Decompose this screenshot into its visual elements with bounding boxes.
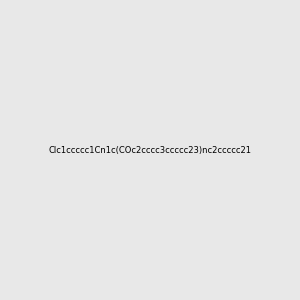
Text: Clc1ccccc1Cn1c(COc2cccc3ccccc23)nc2ccccc21: Clc1ccccc1Cn1c(COc2cccc3ccccc23)nc2ccccc… [49,146,251,154]
